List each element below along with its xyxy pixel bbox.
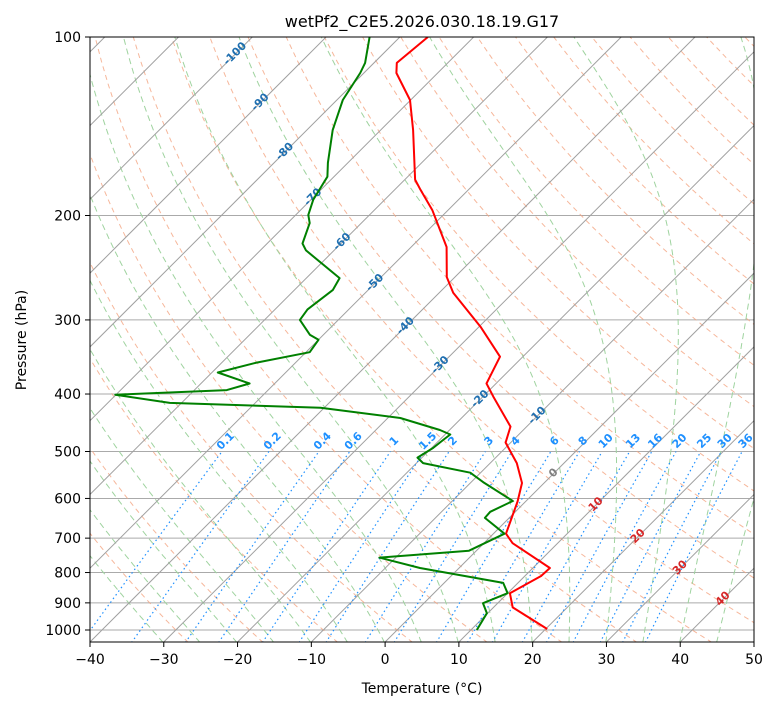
background-lines (90, 37, 754, 642)
isotherm-line (90, 37, 696, 642)
isotherm-line (458, 346, 754, 642)
isotherm-line (90, 37, 622, 569)
mixing-ratio-line (467, 451, 581, 642)
x-axis-label: Temperature (°C) (361, 681, 483, 697)
mixing-ratio-line (436, 451, 552, 642)
mixing-ratio-line (364, 451, 486, 642)
isotherm-line (310, 198, 754, 642)
mixing-ratio-line (599, 451, 702, 642)
y-tick-label: 400 (54, 387, 81, 403)
isotherm-line (90, 37, 549, 496)
dry-adiabat-line (94, 37, 563, 642)
y-tick-label: 200 (54, 209, 81, 225)
y-tick-label: 600 (54, 491, 81, 507)
dry-adiabat-line (400, 37, 754, 408)
moist-adiabat-line (429, 37, 618, 642)
y-tick-label: 800 (54, 566, 81, 582)
moist-adiabat-line (679, 37, 754, 642)
mixing-ratio-line (393, 451, 513, 642)
moist-adiabat-line (573, 37, 679, 642)
isotherm-line (90, 37, 401, 348)
moist-adiabat-line (716, 496, 754, 642)
x-tick-label: 0 (381, 652, 390, 668)
isotherm-line (90, 37, 180, 127)
y-tick-label: 700 (54, 531, 81, 547)
isotherm-line (90, 37, 327, 274)
dry-adiabat-line (90, 152, 488, 642)
chart-title: wetPf2_C2E5.2026.030.18.19.G17 (285, 12, 559, 32)
isotherm-line (531, 419, 754, 642)
dry-adiabat-line (515, 37, 754, 285)
dry-adiabat-line (132, 37, 638, 642)
moist-adiabat-line (238, 37, 533, 642)
dry-adiabat-line (362, 37, 754, 450)
moist-adiabat-line (90, 193, 385, 642)
mixing-ratio-line (298, 451, 425, 642)
mixing-ratio-line (262, 451, 391, 642)
isotherm-line (236, 124, 754, 642)
dry-adiabat-line (476, 37, 754, 325)
y-tick-label: 100 (54, 30, 81, 46)
moist-adiabat-line (90, 72, 422, 642)
x-tick-label: −40 (75, 652, 105, 668)
temperature-profile-line (395, 37, 551, 630)
x-tick-label: 50 (745, 652, 763, 668)
isotherm-line (90, 37, 254, 201)
x-tick-label: 20 (524, 652, 542, 668)
dry-adiabat-line (247, 37, 754, 579)
mixing-ratio-line (572, 451, 677, 642)
y-tick-label: 900 (54, 596, 81, 612)
moist-adiabat-line (90, 407, 275, 642)
x-tick-label: −30 (149, 652, 179, 668)
isotherm-line (605, 493, 754, 642)
y-tick-label: 1000 (45, 623, 81, 639)
dewpoint-profile-line (114, 37, 514, 631)
isotherm-line (384, 272, 754, 642)
dry-adiabat-line (209, 37, 754, 624)
axis-ticks: −40 −30 −20 −10 0 10 20 30 40 50 100 200 300 400 500 60… (45, 30, 763, 668)
x-tick-label: 30 (598, 652, 616, 668)
y-tick-label: 500 (54, 444, 81, 460)
x-tick-label: 40 (671, 652, 689, 668)
x-tick-label: −20 (223, 652, 253, 668)
plot-frame (89, 36, 755, 643)
mixing-ratio-line (185, 451, 320, 642)
moist-adiabat-line (90, 460, 238, 642)
moist-adiabat-line (123, 37, 459, 642)
isotherm-line (163, 51, 754, 642)
mixing-ratio-line (218, 451, 351, 642)
profiles (114, 37, 551, 631)
y-axis-label: Pressure (hPa) (14, 290, 30, 390)
x-tick-label: −10 (297, 652, 327, 668)
mixing-ratio-line (325, 451, 450, 642)
moist-adiabat-line (90, 554, 164, 642)
moist-adiabat-line (90, 508, 201, 642)
dry-adiabat-line (171, 37, 713, 642)
dry-adiabat-line (90, 532, 189, 642)
x-tick-label: 10 (450, 652, 468, 668)
isotherm-line (90, 37, 475, 422)
y-tick-label: 300 (54, 313, 81, 329)
moist-adiabat-line (320, 37, 571, 642)
